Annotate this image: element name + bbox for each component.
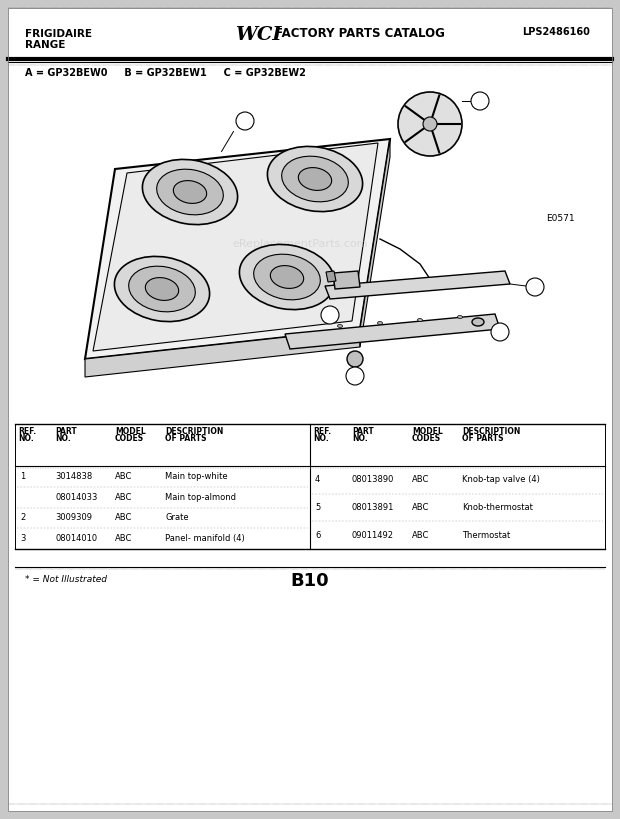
Text: 2: 2 [20,514,25,523]
Text: E0571: E0571 [546,214,575,223]
Ellipse shape [115,256,210,322]
Text: A = GP32BEW0     B = GP32BEW1     C = GP32BEW2: A = GP32BEW0 B = GP32BEW1 C = GP32BEW2 [25,68,306,78]
Text: LPS2486160: LPS2486160 [522,27,590,37]
Text: NO.: NO. [55,434,71,443]
Ellipse shape [129,266,195,312]
Text: 6: 6 [327,310,333,319]
Ellipse shape [267,147,363,211]
Circle shape [471,92,489,110]
Circle shape [321,306,339,324]
Text: WCI: WCI [235,26,281,44]
Text: 6: 6 [315,531,321,540]
Polygon shape [285,314,500,349]
Text: Thermostat: Thermostat [462,531,510,540]
Ellipse shape [270,265,304,288]
Text: 3: 3 [532,283,538,292]
Ellipse shape [298,168,332,190]
Text: OF PARTS: OF PARTS [165,434,206,443]
Text: ABC: ABC [412,531,430,540]
Text: Knob-tap valve (4): Knob-tap valve (4) [462,475,540,484]
Text: NO.: NO. [352,434,368,443]
Circle shape [347,351,363,367]
Text: NO.: NO. [18,434,33,443]
Text: ABC: ABC [412,503,430,512]
Circle shape [423,117,437,131]
Ellipse shape [174,181,206,203]
Text: 08014010: 08014010 [55,534,97,543]
Text: PART: PART [352,427,374,436]
Text: ABC: ABC [115,514,133,523]
Text: 08013890: 08013890 [352,475,394,484]
Text: 5: 5 [315,503,321,512]
Text: PART: PART [55,427,77,436]
Text: Knob-thermostat: Knob-thermostat [462,503,533,512]
Text: FACTORY PARTS CATALOG: FACTORY PARTS CATALOG [275,27,445,40]
Text: ABC: ABC [115,472,133,481]
Text: 08014033: 08014033 [55,492,97,501]
Polygon shape [333,271,360,289]
Text: Grate: Grate [165,514,188,523]
Ellipse shape [157,170,223,215]
Polygon shape [360,139,390,347]
Ellipse shape [337,324,342,328]
Polygon shape [326,271,336,282]
Circle shape [398,92,462,156]
Ellipse shape [254,254,321,300]
Ellipse shape [458,315,463,319]
Text: MODEL: MODEL [412,427,443,436]
Ellipse shape [378,322,383,324]
Text: DESCRIPTION: DESCRIPTION [165,427,223,436]
Text: 4: 4 [352,372,358,381]
Text: CODES: CODES [412,434,441,443]
Polygon shape [85,329,360,377]
Text: Main top-almond: Main top-almond [165,492,236,501]
Text: B10: B10 [291,572,329,590]
Text: * = Not Illustrated: * = Not Illustrated [25,575,107,584]
Circle shape [236,112,254,130]
Text: 3009309: 3009309 [55,514,92,523]
Text: CODES: CODES [115,434,144,443]
Ellipse shape [239,244,335,310]
Text: 09011492: 09011492 [352,531,394,540]
Text: 1: 1 [242,116,248,125]
Text: REF.: REF. [313,427,331,436]
Text: eReplacementParts.com: eReplacementParts.com [232,239,368,249]
Polygon shape [93,143,378,351]
Ellipse shape [417,319,422,322]
Text: DESCRIPTION: DESCRIPTION [462,427,520,436]
Polygon shape [325,271,510,299]
Text: ABC: ABC [115,492,133,501]
Circle shape [346,367,364,385]
Text: ABC: ABC [115,534,133,543]
Ellipse shape [145,278,179,301]
Circle shape [526,278,544,296]
Ellipse shape [143,160,237,224]
Ellipse shape [281,156,348,201]
Text: Main top-white: Main top-white [165,472,228,481]
Circle shape [491,323,509,341]
Text: REF.: REF. [18,427,36,436]
Text: OF PARTS: OF PARTS [462,434,503,443]
Text: FRIGIDAIRE: FRIGIDAIRE [25,29,92,39]
Text: MODEL: MODEL [115,427,146,436]
Text: 3: 3 [20,534,25,543]
Text: 08013891: 08013891 [352,503,394,512]
Text: RANGE: RANGE [25,40,65,50]
Text: 2: 2 [477,97,483,106]
Text: 3014838: 3014838 [55,472,92,481]
Text: 1: 1 [20,472,25,481]
Ellipse shape [472,318,484,326]
Text: NO.: NO. [313,434,329,443]
Text: ABC: ABC [412,475,430,484]
Text: 5: 5 [497,328,503,337]
Polygon shape [85,139,390,359]
Text: 4: 4 [315,475,321,484]
Text: Panel- manifold (4): Panel- manifold (4) [165,534,245,543]
